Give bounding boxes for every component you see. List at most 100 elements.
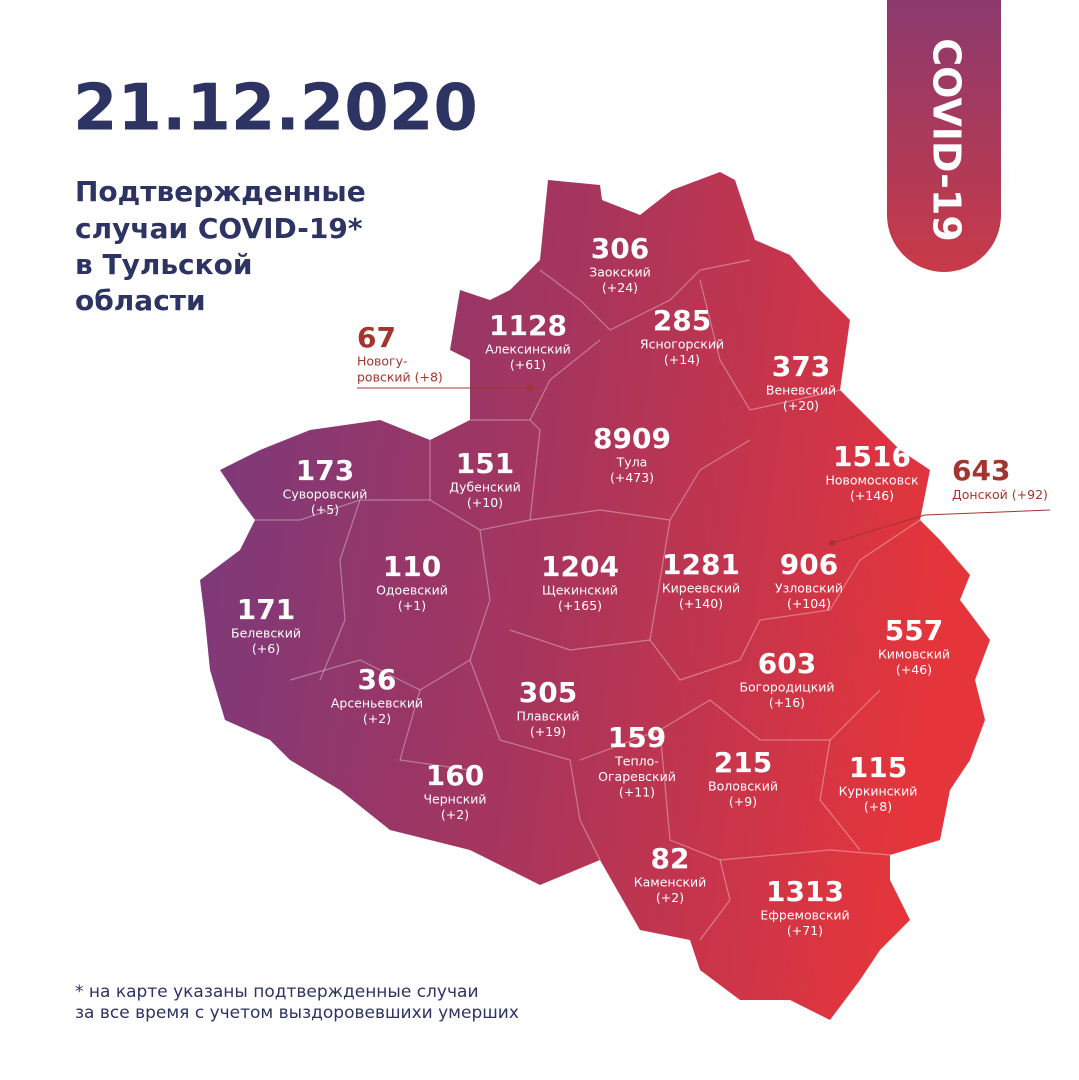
region-name: Дубенский	[449, 480, 520, 495]
region-delta: (+19)	[530, 724, 566, 739]
region-delta: (+61)	[510, 357, 546, 372]
region-delta: (+104)	[787, 596, 831, 611]
region-total: 36	[358, 663, 397, 696]
badge	[887, 0, 1001, 272]
badge-text: COVID-19	[925, 38, 969, 242]
region-borders	[255, 259, 921, 941]
region-name-line: Донской (+92)	[952, 487, 1048, 502]
region-name: Тепло-	[614, 754, 659, 769]
region-name: Богородицкий	[739, 680, 834, 695]
region-delta: (+16)	[769, 695, 805, 710]
title-line: в Тульской	[75, 248, 253, 281]
region-name: Донской	[952, 487, 1008, 502]
region-delta: (+165)	[558, 598, 602, 613]
region-total: 8909	[593, 422, 671, 455]
region-total: 215	[714, 746, 772, 779]
region-total: 159	[608, 721, 666, 754]
region-name: Суворовский	[283, 487, 368, 502]
region-delta: (+1)	[398, 598, 426, 613]
region-total: 643	[952, 454, 1010, 487]
region-delta: (+71)	[787, 923, 823, 938]
region-delta: (+140)	[679, 596, 723, 611]
region-delta: (+14)	[664, 352, 700, 367]
region-name: Чернский	[423, 792, 486, 807]
region-name: Ясногорский	[640, 337, 724, 352]
region-name: Узловский	[775, 581, 843, 596]
region-total: 151	[456, 447, 514, 480]
region-delta: (+20)	[783, 398, 819, 413]
region-name: Киреевский	[662, 581, 740, 596]
region-name: Одоевский	[376, 583, 448, 598]
footnote-line: за все время с учетом выздоровевшихи уме…	[75, 1003, 519, 1023]
region-delta: (+24)	[602, 280, 638, 295]
region-total: 1204	[541, 550, 619, 583]
title-line: области	[75, 284, 206, 317]
region-name: Огаревский	[598, 769, 676, 784]
region-total: 1313	[766, 875, 844, 908]
footnote-line: * на карте указаны подтвержденные случаи	[75, 982, 479, 1002]
region-total: 557	[885, 614, 943, 647]
region-delta: (+2)	[363, 711, 391, 726]
region-name: Белевский	[231, 626, 301, 641]
region-delta: (+10)	[467, 495, 503, 510]
region-name: Алексинский	[485, 342, 571, 357]
leaders	[357, 385, 1051, 546]
region-total: 906	[780, 548, 838, 581]
region-delta: (+11)	[619, 785, 655, 800]
region-total: 171	[237, 593, 295, 626]
region-total: 115	[849, 751, 907, 784]
region-delta: (+2)	[441, 807, 469, 822]
region-name: Заокский	[589, 265, 651, 280]
region-name: Тула	[616, 455, 648, 470]
region-name: Веневский	[766, 383, 836, 398]
region-delta: (+46)	[896, 662, 932, 677]
region-delta: (+8)	[864, 799, 892, 814]
region-name: Ефремовский	[760, 908, 849, 923]
region-delta: (+473)	[610, 470, 654, 485]
region-total: 306	[591, 232, 649, 265]
title-line: Подтвержденные	[75, 175, 366, 208]
region-name: Щекинский	[542, 583, 618, 598]
region-delta: (+5)	[311, 502, 339, 517]
region-delta: (+8)	[415, 369, 443, 384]
region-name: Каменский	[634, 875, 707, 890]
region-total: 373	[772, 350, 830, 383]
region-total: 1516	[833, 440, 911, 473]
region-total: 603	[758, 647, 816, 680]
region-name-line: ровский (+8)	[357, 369, 443, 384]
title-line: случаи COVID-19*	[75, 212, 363, 245]
region-total: 285	[653, 304, 711, 337]
footnote: * на карте указаны подтвержденные случаи…	[75, 982, 519, 1023]
region-total: 1128	[489, 309, 567, 342]
date: 21.12.2020	[73, 72, 478, 146]
region-delta: (+2)	[656, 890, 684, 905]
region-map	[200, 172, 990, 1020]
region-name: Новомосковск	[826, 473, 919, 488]
region-total: 82	[651, 842, 690, 875]
region-name: Арсеньевский	[331, 696, 423, 711]
region-total: 67	[357, 321, 396, 354]
region-total: 160	[426, 759, 484, 792]
